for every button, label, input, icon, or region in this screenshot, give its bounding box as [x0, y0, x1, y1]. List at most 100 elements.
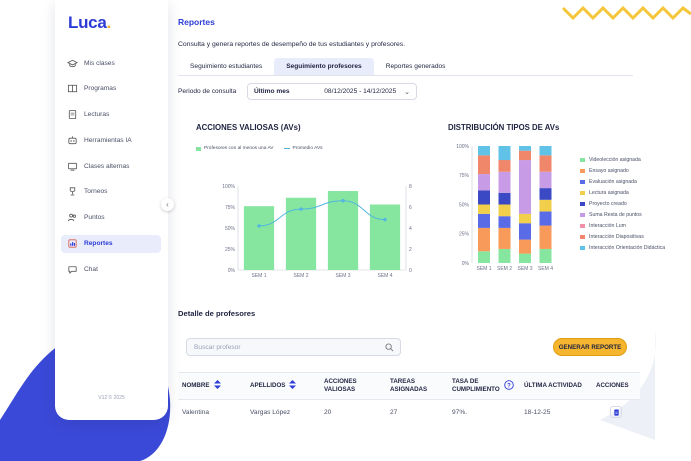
sidebar-item-lecturas[interactable]: Lecturas — [61, 106, 161, 124]
sidebar-item-label: Puntos — [84, 214, 105, 222]
legend-label: Proyecto creado — [589, 200, 627, 207]
sidebar-item-puntos[interactable]: Puntos — [61, 209, 161, 227]
avs-chart-legend: Profesores con al menos una AV Promedio … — [196, 146, 323, 151]
luca-logo[interactable]: Luca. — [68, 13, 111, 32]
legend-item: Evaluación asignada — [580, 176, 690, 187]
search-professor-input[interactable]: Buscar profesor — [186, 338, 401, 356]
period-date-range: 08/12/2025 - 14/12/2025 — [324, 88, 397, 95]
cell-nombre: Valentina — [182, 408, 210, 416]
avs-chart-title: ACCIONES VALIOSAS (AVs) — [196, 123, 301, 132]
sidebar-item-torneos[interactable]: Torneos — [61, 183, 161, 201]
stack-seg-5-sem-4 — [539, 171, 552, 189]
stack-seg-1-sem-1 — [478, 227, 490, 252]
y-tick-label: 25% — [459, 232, 470, 238]
search-icon[interactable] — [385, 343, 394, 354]
col-acciones-label-2: VALIOSAS — [324, 386, 356, 393]
col-tasa-label: TASA DE CUMPLIMIENTO — [452, 378, 500, 394]
col-ultima-actividad: ÚLTIMA ACTIVIDAD — [524, 382, 582, 389]
sidebar-item-mis-clases[interactable]: Mis clases — [61, 54, 161, 72]
y2-tick-label: 6 — [409, 205, 412, 211]
y-tick-label: 75% — [459, 173, 470, 179]
tab-seguimiento-profesores[interactable]: Seguimiento profesores — [274, 58, 374, 75]
legend-swatch — [580, 201, 585, 206]
y-tick-label: 0% — [228, 268, 236, 274]
cell-acciones — [610, 406, 640, 418]
legend-item: Ensayo asignado — [580, 165, 690, 176]
y2-tick-label: 2 — [409, 247, 412, 253]
col-tasa-label-1: TASA DE — [452, 378, 479, 385]
page-subtitle: Consulta y genera reportes de desempeño … — [178, 41, 406, 48]
robot-icon — [66, 134, 78, 146]
download-report-icon[interactable] — [610, 406, 622, 418]
x-tick-label: SEM 3 — [335, 273, 350, 279]
legend-label: Interacción Lum — [589, 222, 626, 229]
book-icon — [66, 83, 78, 95]
sidebar-item-clases-alternas[interactable]: Clases alternas — [61, 157, 161, 175]
sidebar-item-chat[interactable]: Chat — [61, 260, 161, 278]
period-selected-value: Último mes — [254, 88, 290, 95]
col-tasa-cumplimiento: TASA DE CUMPLIMIENTO ? — [452, 378, 524, 394]
sort-icon[interactable] — [213, 380, 221, 392]
search-placeholder: Buscar profesor — [194, 343, 241, 351]
collapse-sidebar-button[interactable]: ‹ — [161, 198, 174, 211]
col-acciones-valiosas: ACCIONES VALIOSAS — [324, 378, 390, 394]
cell-apellidos: Vargas López — [250, 408, 291, 416]
legend-swatch — [580, 212, 585, 217]
stack-seg-7-sem-2 — [498, 160, 511, 172]
x-tick-label: SEM 2 — [293, 273, 308, 279]
y-tick-label: 50% — [225, 226, 236, 232]
chevron-left-icon: ‹ — [166, 200, 169, 209]
cell-tasa: 97%. — [452, 408, 468, 416]
cell-tareas-asignadas: 27 — [390, 408, 398, 416]
stack-seg-2-sem-4 — [539, 211, 552, 226]
period-label: Periodo de consulta — [178, 88, 237, 95]
help-icon[interactable]: ? — [503, 379, 514, 393]
stack-seg-2-sem-1 — [478, 213, 490, 228]
sidebar-item-label: Lecturas — [84, 111, 110, 119]
legend-swatch — [580, 190, 585, 195]
point-promedio-sem-4 — [383, 217, 387, 222]
cell-ultima-actividad: 18-12-25 — [524, 408, 551, 416]
legend-label-line: Promedio AVs — [292, 146, 323, 151]
report-tabs: Seguimiento estudiantes Seguimiento prof… — [178, 58, 633, 75]
legend-label: Lectura asignada — [589, 189, 629, 196]
col-apellidos[interactable]: APELLIDOS — [250, 380, 324, 392]
generate-report-button[interactable]: GENERAR REPORTE — [553, 338, 627, 356]
y-tick-label: 50% — [459, 202, 470, 208]
point-promedio-sem-2 — [299, 207, 303, 211]
period-select[interactable]: Último mes 08/12/2025 - 14/12/2025 ⌄ — [247, 83, 417, 100]
avs-chart: 100% 75% 50% 25% 0% 8 6 4 2 0 SEM 1 SEM 2 SEM 3 SEM 4 — [222, 184, 412, 279]
stack-seg-7-sem-1 — [478, 155, 490, 175]
graduation-cap-icon — [66, 57, 78, 69]
tab-reportes-generados[interactable]: Reportes generados — [385, 63, 446, 70]
sidebar-item-label: Clases alternas — [84, 162, 130, 170]
legend-item: Interacción Lum — [580, 220, 690, 231]
sidebar-item-herramientas-ia[interactable]: Herramientas IA — [61, 131, 161, 149]
legend-swatch — [580, 168, 585, 173]
legend-label: Evaluación asignada — [589, 178, 637, 185]
col-nombre[interactable]: NOMBRE — [178, 380, 250, 392]
x-tick-label: SEM 1 — [251, 273, 266, 279]
users-icon — [66, 212, 78, 224]
screen-icon — [66, 160, 78, 172]
sidebar-item-programas[interactable]: Programas — [61, 80, 161, 98]
app-version: V12 © 2025 — [98, 395, 125, 401]
legend-swatch — [580, 179, 585, 184]
sort-icon[interactable] — [289, 380, 297, 392]
tab-seguimiento-estudiantes[interactable]: Seguimiento estudiantes — [190, 63, 263, 70]
table-row[interactable]: Valentina Vargas López 20 27 97%. 18-12-… — [178, 400, 640, 424]
sidebar-item-label: Reportes — [84, 240, 113, 248]
sidebar-item-reportes[interactable]: Reportes — [61, 234, 161, 253]
x-tick-label: SEM 3 — [517, 266, 532, 272]
stack-seg-8-sem-2 — [498, 146, 511, 161]
legend-item: Proyecto creado — [580, 198, 690, 209]
distribution-chart-title: DISTRIBUCIÓN TIPOS DE AVs — [448, 123, 560, 132]
legend-item: Suma Resta de puntos — [580, 209, 690, 220]
stack-seg-4-sem-2 — [498, 192, 511, 205]
stack-seg-8-sem-4 — [539, 146, 552, 156]
professors-table: NOMBRE APELLIDOS ACCIONES VALIOSAS TAREA… — [178, 372, 640, 424]
legend-label: Suma Resta de puntos — [589, 211, 642, 218]
legend-swatch-line — [283, 147, 290, 150]
col-tareas-label-1: TAREAS — [390, 378, 415, 385]
stack-seg-2-sem-3 — [519, 223, 531, 240]
